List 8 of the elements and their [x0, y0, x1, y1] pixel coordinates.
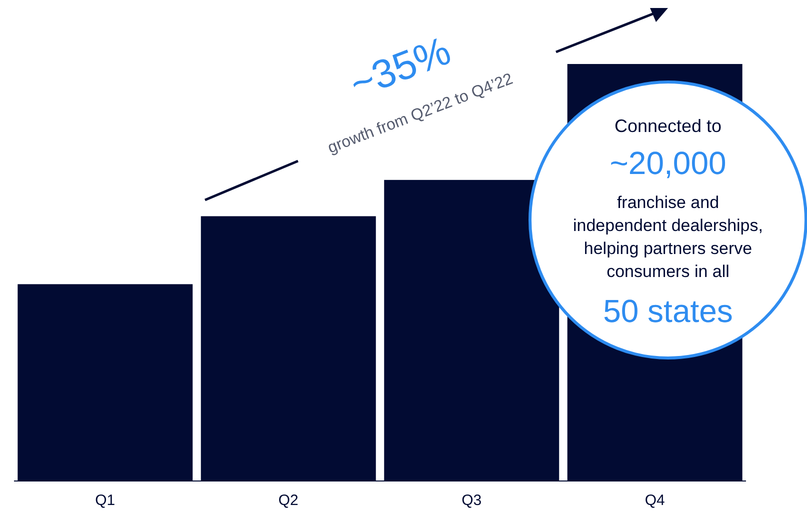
- x-tick-label: Q2: [278, 492, 298, 509]
- x-tick-label: Q3: [462, 492, 482, 509]
- x-tick-label: Q1: [95, 492, 116, 509]
- x-tick-label: Q4: [644, 492, 665, 509]
- annotation: ~20,000: [610, 145, 726, 181]
- annotation: Connected to: [614, 116, 722, 136]
- annotation: 50 states: [603, 293, 733, 329]
- annotation: franchise and independent dealerships, helping partners serve consumers in all: [573, 193, 763, 281]
